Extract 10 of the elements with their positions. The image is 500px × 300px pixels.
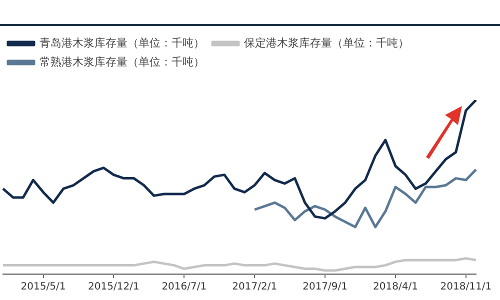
legend-label: 青岛港木浆库存量（单位：千吨） — [40, 36, 204, 50]
x-tick-label: 2017/9/1 — [302, 282, 348, 293]
x-tick-label: 2018/4/1 — [373, 282, 418, 293]
x-tick-label: 2015/12/1 — [88, 282, 140, 293]
x-tick-label: 2015/5/1 — [20, 282, 66, 293]
x-tick-label: 2016/7/1 — [162, 282, 207, 293]
legend-label: 常熟港木浆库存量（单位：千吨） — [40, 55, 204, 68]
x-tick-label: 2017/2/1 — [232, 282, 278, 293]
x-tick-label: 2018/11/1 — [440, 282, 492, 293]
legend-label: 保定港木浆库存量（单位：千吨） — [244, 36, 409, 50]
